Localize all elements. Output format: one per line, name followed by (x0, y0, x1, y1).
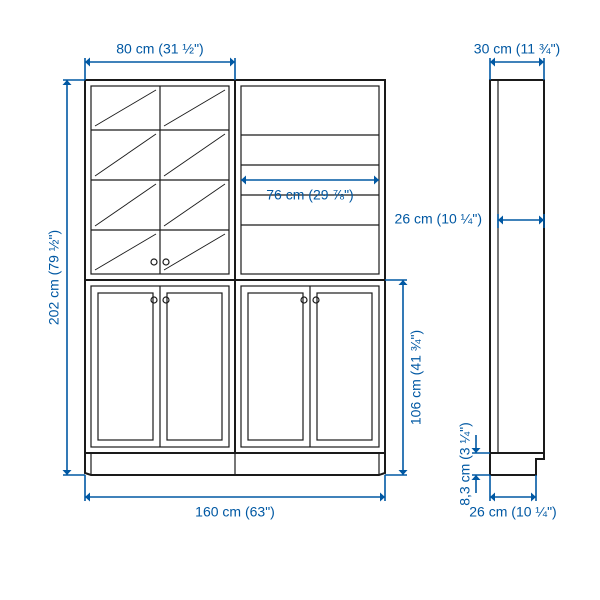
svg-text:80 cm (31 ½"): 80 cm (31 ½") (116, 41, 203, 57)
svg-text:8,3 cm (3 ¼"): 8,3 cm (3 ¼") (457, 422, 473, 506)
svg-text:26 cm (10 ¼"): 26 cm (10 ¼") (469, 504, 556, 520)
svg-text:160 cm (63"): 160 cm (63") (195, 504, 275, 520)
side-view (490, 80, 544, 475)
front-view (85, 80, 385, 475)
svg-text:106 cm (41 ¾"): 106 cm (41 ¾") (408, 330, 424, 425)
svg-text:76 cm (29 ⅞"): 76 cm (29 ⅞") (266, 187, 353, 203)
svg-text:30 cm (11 ¾"): 30 cm (11 ¾") (474, 41, 560, 57)
dimension-diagram: 80 cm (31 ½") 202 cm (79 ½") 76 cm (29 ⅞")… (0, 0, 600, 600)
svg-text:26 cm (10 ¼"): 26 cm (10 ¼") (395, 211, 482, 227)
svg-text:202 cm (79 ½"): 202 cm (79 ½") (46, 230, 62, 325)
